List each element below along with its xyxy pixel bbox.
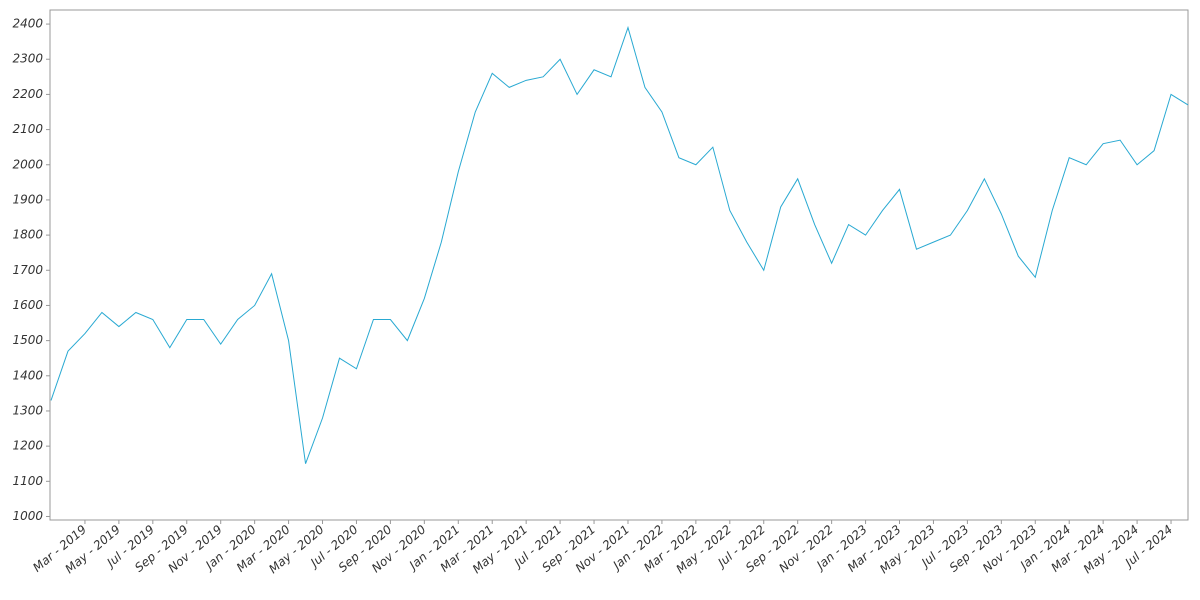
plot-frame	[49, 9, 1189, 521]
y-tick-label: 2300	[12, 52, 43, 66]
y-tick-label: 2400	[12, 17, 43, 31]
y-tick-label: 1200	[12, 439, 43, 453]
y-tick-label: 1300	[12, 403, 43, 417]
y-tick-label: 1700	[12, 263, 43, 277]
y-tick-label: 1500	[12, 333, 43, 347]
y-tick-label: 1100	[12, 474, 43, 488]
y-tick-label: 2000	[12, 157, 43, 171]
line	[50, 25, 1189, 464]
y-tick-label: 1600	[12, 298, 43, 312]
y-tick-label: 1900	[12, 192, 43, 206]
y-tick-label: 1400	[12, 368, 43, 382]
y-tick-label: 1800	[12, 228, 43, 242]
y-tick-label: 2200	[12, 87, 43, 101]
y-tick-label: 1000	[12, 509, 43, 523]
y-tick-label: 2100	[12, 122, 43, 136]
